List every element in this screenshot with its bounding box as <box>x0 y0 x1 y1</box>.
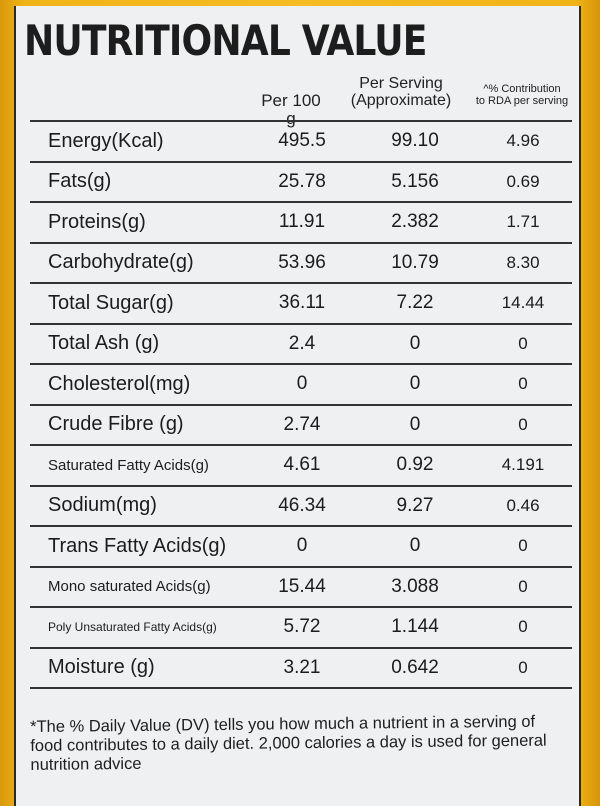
value-per-100g: 0 <box>296 373 308 395</box>
value-per-serving: 3.088 <box>391 575 439 597</box>
value-per-100g: 495.5 <box>278 130 326 152</box>
value-per-100g: 3.21 <box>283 656 321 678</box>
value-per-100g: 46.34 <box>278 494 326 516</box>
table-row-fats: Fats(g) 25.78 5.156 0.69 <box>30 163 572 203</box>
nutrient-name: Carbohydrate(g) <box>48 251 194 274</box>
value-per-serving: 2.382 <box>391 211 439 233</box>
value-rda: 0 <box>518 576 528 596</box>
table-row-crude-fibre: Crude Fibre (g) 2.74 0 0 <box>30 406 572 446</box>
table-row-poly-unsaturated-fatty-acids: Poly Unsaturated Fatty Acids(g) 5.72 1.1… <box>30 608 572 649</box>
nutrient-name: Poly Unsaturated Fatty Acids(g) <box>48 620 217 635</box>
value-rda: 4.96 <box>506 131 540 151</box>
value-rda: 0 <box>518 657 528 677</box>
value-rda: 0 <box>518 333 528 353</box>
table-row-sodium: Sodium(mg) 46.34 9.27 0.46 <box>30 487 572 527</box>
nutrition-table: Energy(Kcal) 495.5 99.10 4.96 Fats(g) 25… <box>30 120 572 689</box>
value-per-100g: 2.4 <box>288 332 316 354</box>
value-per-serving: 0 <box>409 373 421 395</box>
value-per-100g: 5.72 <box>283 616 321 638</box>
table-row-energy: Energy(Kcal) 495.5 99.10 4.96 <box>30 122 572 163</box>
value-per-serving: 0 <box>409 535 421 557</box>
header-rda-line1: ^% Contribution <box>483 83 561 95</box>
header-rda-contribution: ^% Contribution to RDA per serving <box>466 83 578 107</box>
value-per-100g: 25.78 <box>278 170 326 192</box>
value-rda: 0.69 <box>506 171 540 191</box>
value-per-serving: 7.22 <box>396 292 434 314</box>
value-per-100g: 36.11 <box>278 292 326 314</box>
nutrition-label: NUTRITIONAL VALUE Per 100 g Per Serving … <box>14 6 581 806</box>
header-rda-line2: to RDA per serving <box>475 94 569 107</box>
value-per-100g: 11.91 <box>278 211 326 233</box>
table-row-cholesterol: Cholesterol(mg) 0 0 0 <box>30 365 572 406</box>
nutrient-name: Trans Fatty Acids(g) <box>48 534 227 557</box>
value-per-100g: 4.61 <box>283 454 321 476</box>
table-row-mono-saturated-acids: Mono saturated Acids(g) 15.44 3.088 0 <box>30 568 572 608</box>
nutrient-name: Proteins(g) <box>48 210 146 233</box>
table-row-carbohydrate: Carbohydrate(g) 53.96 10.79 8.30 <box>30 244 572 284</box>
value-per-serving: 0.92 <box>396 454 434 476</box>
header-per-serving-line2: (Approximate) <box>350 91 452 109</box>
value-per-100g: 15.44 <box>278 575 326 597</box>
value-per-serving: 9.27 <box>396 494 434 516</box>
nutrient-name: Fats(g) <box>48 170 112 193</box>
value-per-serving: 10.79 <box>391 251 439 273</box>
value-rda: 0 <box>518 374 528 394</box>
value-per-serving: 0.642 <box>391 656 439 678</box>
value-rda: 1.71 <box>506 212 540 232</box>
table-row-saturated-fatty-acids: Saturated Fatty Acids(g) 4.61 0.92 4.191 <box>30 446 572 487</box>
nutrient-name: Crude Fibre (g) <box>48 413 184 436</box>
nutrient-name: Mono saturated Acids(g) <box>48 578 211 596</box>
value-per-serving: 1.144 <box>391 616 439 638</box>
table-row-total-sugar: Total Sugar(g) 36.11 7.22 14.44 <box>30 284 572 325</box>
nutrient-name: Cholesterol(mg) <box>48 372 191 395</box>
nutrient-name: Moisture (g) <box>48 656 155 679</box>
header-per-serving-line1: Per Serving <box>359 75 443 92</box>
value-rda: 0 <box>518 414 528 434</box>
value-per-serving: 5.156 <box>391 170 439 192</box>
nutrient-name: Sodium(mg) <box>48 494 157 517</box>
nutrient-name: Total Ash (g) <box>48 332 160 355</box>
value-per-serving: 0 <box>409 332 421 354</box>
value-per-serving: 99.10 <box>391 130 439 152</box>
value-rda: 14.44 <box>501 293 545 313</box>
value-rda: 0 <box>518 536 528 556</box>
table-row-total-ash: Total Ash (g) 2.4 0 0 <box>30 325 572 365</box>
table-row-moisture: Moisture (g) 3.21 0.642 0 <box>30 649 572 689</box>
value-rda: 0.46 <box>506 495 540 515</box>
value-per-100g: 2.74 <box>283 413 321 435</box>
table-row-proteins: Proteins(g) 11.91 2.382 1.71 <box>30 203 572 244</box>
nutrient-name: Energy(Kcal) <box>48 129 164 152</box>
table-row-trans-fatty-acids: Trans Fatty Acids(g) 0 0 0 <box>30 527 572 568</box>
header-per-100g: Per 100 g <box>261 91 321 128</box>
value-per-100g: 53.96 <box>278 251 326 273</box>
value-rda: 8.30 <box>506 252 540 272</box>
nutrient-name: Total Sugar(g) <box>48 291 174 314</box>
nutrient-name: Saturated Fatty Acids(g) <box>48 456 209 474</box>
label-title: NUTRITIONAL VALUE <box>24 16 427 65</box>
daily-value-footnote: *The % Daily Value (DV) tells you how mu… <box>30 712 547 775</box>
value-rda: 0 <box>518 617 528 637</box>
value-per-100g: 0 <box>296 535 308 557</box>
value-per-serving: 0 <box>409 413 421 435</box>
value-rda: 4.191 <box>501 455 545 475</box>
header-per-serving: Per Serving (Approximate) <box>346 75 456 110</box>
